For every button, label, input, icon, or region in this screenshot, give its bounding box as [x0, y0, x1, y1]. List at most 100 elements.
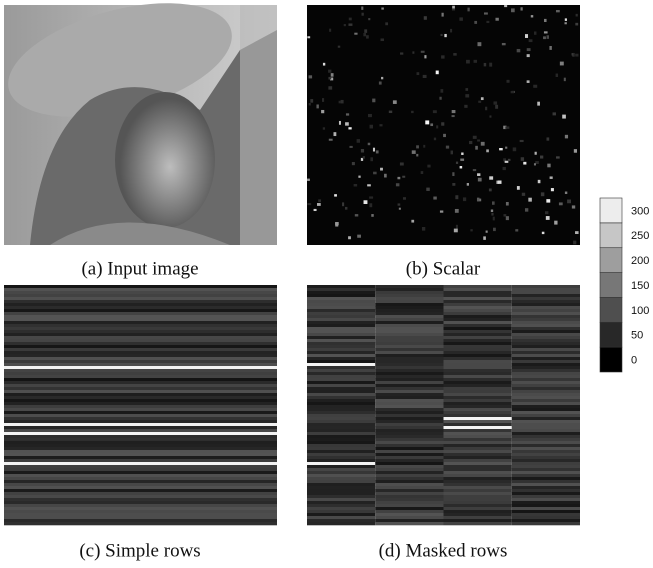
speckle — [523, 162, 526, 165]
row-stripe — [512, 387, 580, 390]
row-stripe — [512, 522, 580, 525]
row-stripe — [307, 432, 375, 435]
row-stripe — [375, 480, 443, 483]
row-stripe — [512, 498, 580, 501]
row-stripe — [307, 492, 375, 495]
speckle — [560, 62, 564, 66]
row-stripe — [512, 345, 580, 348]
row-stripe — [375, 432, 443, 435]
row-stripe — [307, 462, 375, 465]
speckle — [381, 7, 383, 9]
speckle — [371, 214, 373, 217]
row-stripe — [4, 477, 277, 480]
speckle — [328, 86, 332, 89]
row-stripe — [307, 510, 375, 513]
speckle — [436, 71, 439, 75]
row-stripe — [307, 306, 375, 309]
row-stripe — [444, 405, 512, 408]
row-stripe — [4, 333, 277, 336]
row-stripe — [307, 288, 375, 291]
row-stripe — [307, 468, 375, 471]
row-stripe — [444, 429, 512, 432]
speckle — [402, 176, 405, 178]
speckle — [556, 74, 558, 77]
speckle — [453, 53, 456, 56]
row-stripe — [4, 357, 277, 360]
speckle — [403, 197, 406, 200]
speckle — [348, 236, 351, 239]
row-stripe — [307, 411, 375, 414]
row-stripe — [4, 465, 277, 468]
speckle — [373, 148, 375, 152]
row-stripe — [512, 378, 580, 381]
speckle — [363, 33, 366, 36]
speckle — [310, 99, 313, 103]
row-stripe — [512, 417, 580, 420]
row-stripe — [375, 408, 443, 411]
speckle — [370, 125, 373, 129]
row-stripe — [512, 315, 580, 318]
row-stripe — [307, 318, 375, 321]
row-stripe — [307, 402, 375, 405]
row-stripe — [4, 492, 277, 495]
speckle — [345, 207, 347, 210]
row-stripe — [375, 363, 443, 366]
speckle — [511, 8, 515, 12]
row-stripe — [512, 468, 580, 471]
row-stripe — [4, 396, 277, 399]
row-stripe — [512, 297, 580, 300]
row-stripe — [4, 306, 277, 309]
row-stripe — [444, 495, 512, 498]
row-stripe — [512, 501, 580, 504]
row-stripe — [375, 477, 443, 480]
row-stripe — [4, 312, 277, 315]
row-stripe — [4, 336, 277, 339]
row-stripe — [444, 480, 512, 483]
speckle — [339, 121, 341, 125]
colorbar-tick-label: 0 — [631, 354, 637, 366]
row-stripe — [444, 393, 512, 396]
row-stripe — [444, 420, 512, 423]
row-stripe — [375, 402, 443, 405]
speckle — [323, 63, 325, 66]
speckle — [452, 183, 455, 186]
speckle — [495, 105, 498, 109]
speckle — [342, 202, 344, 206]
row-stripe — [375, 483, 443, 486]
speckle — [477, 198, 479, 202]
row-stripe — [444, 402, 512, 405]
speckle — [559, 202, 563, 205]
speckle — [361, 149, 364, 153]
row-stripe — [4, 501, 277, 504]
row-stripe — [512, 351, 580, 354]
speckle — [423, 145, 425, 148]
row-stripe — [375, 318, 443, 321]
row-stripe — [4, 372, 277, 375]
row-stripe — [4, 402, 277, 405]
row-stripe — [307, 474, 375, 477]
speckle — [576, 14, 578, 17]
row-stripe — [375, 453, 443, 456]
row-stripe — [375, 489, 443, 492]
row-stripe — [512, 330, 580, 333]
speckle — [380, 38, 384, 41]
row-stripe — [512, 459, 580, 462]
row-stripe — [375, 324, 443, 327]
speckle — [358, 176, 360, 178]
row-stripe — [4, 366, 277, 369]
speckle — [491, 209, 493, 212]
row-stripe — [512, 306, 580, 309]
speckle — [412, 150, 416, 154]
speckle — [440, 34, 442, 36]
row-stripe — [307, 357, 375, 360]
row-stripe — [512, 477, 580, 480]
row-stripe — [512, 435, 580, 438]
speckle — [329, 29, 331, 32]
speckle — [469, 141, 472, 144]
scalar-map — [307, 5, 580, 245]
speckle — [573, 241, 576, 245]
speckle — [502, 43, 506, 45]
speckle — [452, 172, 454, 176]
speckle — [525, 34, 528, 38]
row-stripe — [512, 507, 580, 510]
